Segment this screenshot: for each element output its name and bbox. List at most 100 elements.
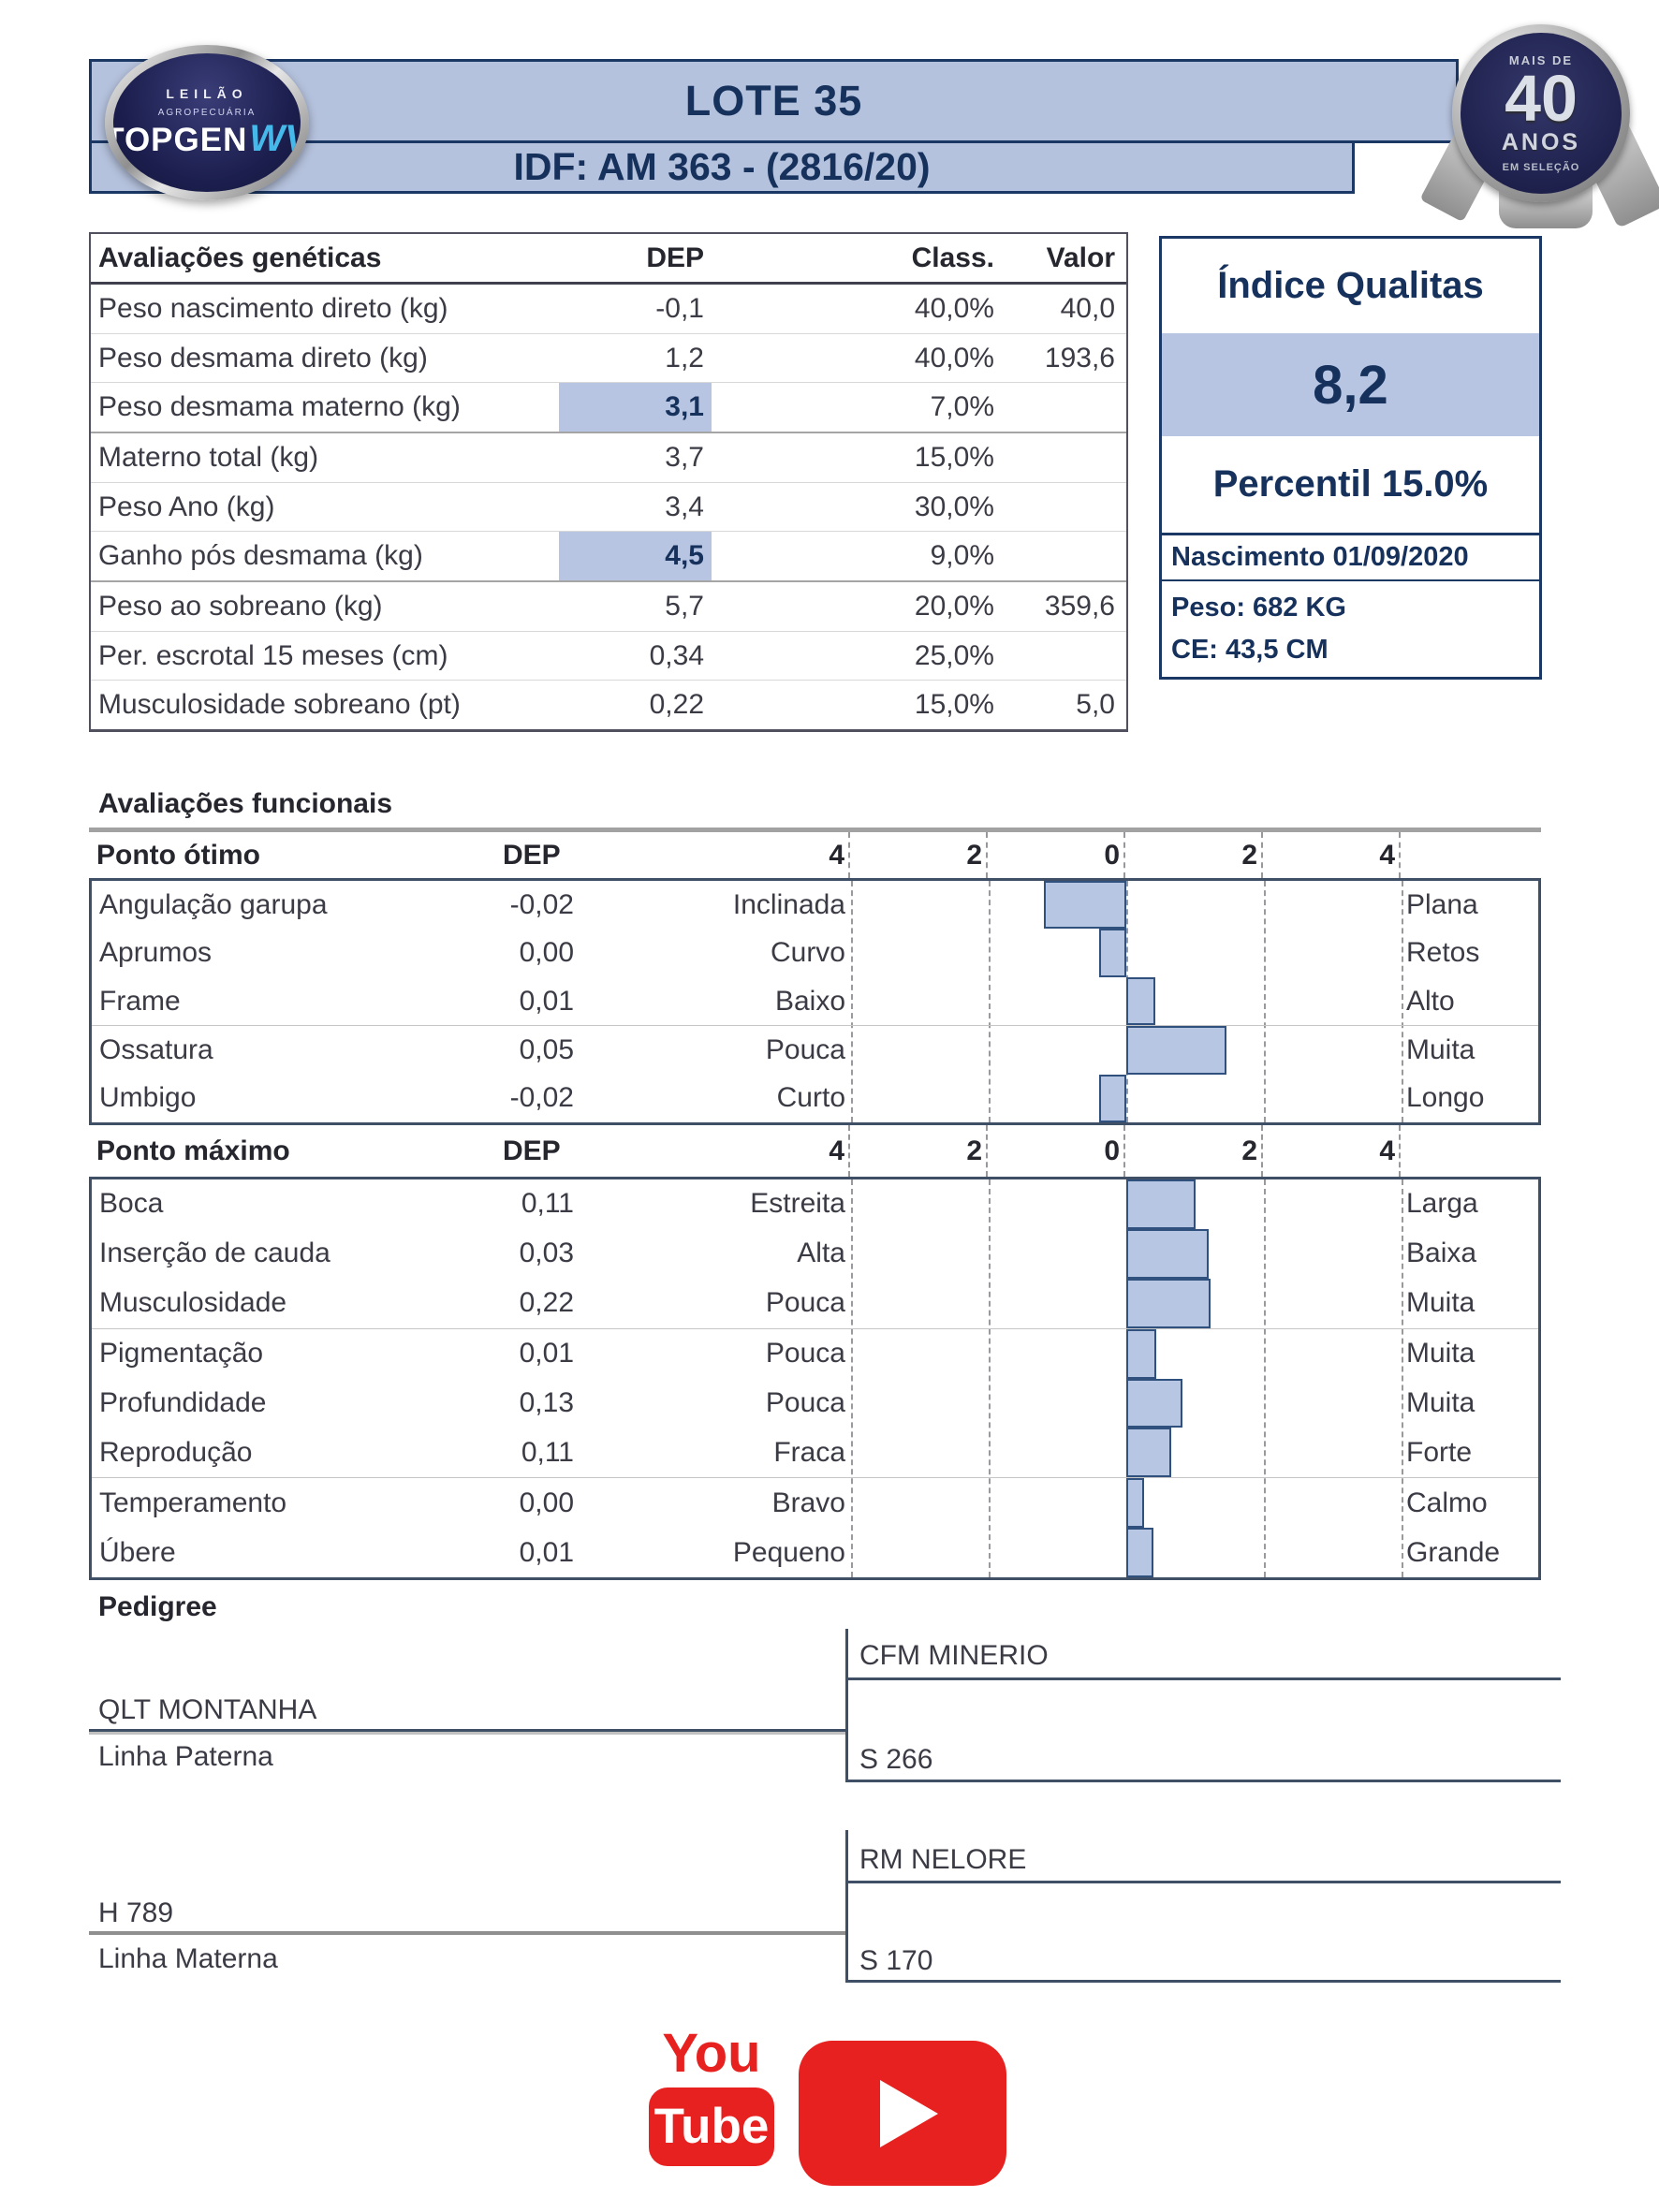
trait-dep-value: 0,05 — [519, 1033, 574, 1065]
pedigree-line — [847, 1980, 1561, 1983]
genetics-col-class: Class. — [911, 242, 994, 273]
trait-dep-value: -0,02 — [509, 888, 574, 920]
badge-arc-top: MAIS DE — [1508, 52, 1574, 67]
trait-label: Reprodução — [99, 1436, 253, 1468]
genetics-col-valor: Valor — [1046, 242, 1115, 273]
chart-bar — [1126, 1478, 1145, 1529]
genetics-dep-cell: -0,1 — [655, 292, 704, 324]
table-row: Musculosidade sobreano (pt) 0,22 15,0% 5… — [91, 680, 1126, 729]
chart-row: Boca 0,11 Estreita Larga — [92, 1179, 1538, 1229]
pedigree-maternal-parent: H 789 — [98, 1897, 174, 1928]
trait-high-label: Grande — [1406, 1536, 1501, 1568]
table-row: Peso ao sobreano (kg) 5,7 20,0% 359,6 — [91, 580, 1126, 631]
birth-date: Nascimento 01/09/2020 — [1162, 533, 1539, 579]
youtube-tube-text: Tube — [653, 2099, 770, 2155]
genetics-dep-cell: 3,7 — [665, 441, 704, 473]
logo-face: LEILÃO AGROPECUÁRIA TOPGEN WV — [113, 53, 301, 192]
trait-high-label: Plana — [1406, 888, 1478, 920]
axis-tick-label: 0 — [1104, 839, 1120, 871]
chart-bar — [1126, 976, 1155, 1026]
ponto-maximo-header-row: Ponto máximo DEP 4 2 0 2 4 — [89, 1125, 1541, 1177]
axis-tick-label: 4 — [829, 839, 844, 871]
chart-row: Inserção de cauda 0,03 Alta Baixa — [92, 1228, 1538, 1279]
badge-number: 40 — [1505, 61, 1578, 135]
ponto-otimo-header-row: Ponto ótimo DEP 4 2 0 2 4 — [89, 832, 1541, 878]
genetics-dep-cell: 3,4 — [665, 491, 704, 522]
pedigree-line — [89, 1931, 847, 1935]
genetics-valor-cell — [1004, 632, 1123, 681]
trait-dep-value: -0,02 — [509, 1082, 574, 1114]
genetics-class-cell: 9,0% — [930, 540, 994, 572]
pedigree-dam-maternal: S 170 — [859, 1945, 933, 1976]
trait-high-label: Calmo — [1406, 1487, 1488, 1518]
trait-high-label: Larga — [1406, 1188, 1478, 1220]
genetics-header-row: Avaliações genéticas DEP Class. Valor — [91, 234, 1126, 285]
chart-row: Temperamento 0,00 Bravo Calmo — [92, 1477, 1538, 1529]
pedigree-dam-paternal: S 266 — [859, 1744, 933, 1775]
badge-face: MAIS DE 40 ANOS EM SELEÇÃO — [1461, 33, 1622, 194]
trait-dep-value: 0,00 — [519, 937, 574, 969]
genetics-class-cell: 40,0% — [914, 292, 994, 324]
axis-tick-label: 2 — [1241, 1135, 1257, 1166]
trait-dep-value: 0,00 — [519, 1487, 574, 1518]
genetics-row-label: Peso nascimento direto (kg) — [98, 292, 448, 324]
table-row: Per. escrotal 15 meses (cm) 0,34 25,0% — [91, 630, 1126, 681]
index-percentile: Percentil 15.0% — [1212, 463, 1489, 505]
play-icon — [880, 2079, 938, 2147]
axis-tick-label: 2 — [966, 839, 982, 871]
chart-row: Ossatura 0,05 Pouca Muita — [92, 1025, 1538, 1075]
chart-row: Úbere 0,01 Pequeno Grande — [92, 1528, 1538, 1577]
trait-low-label: Pouca — [765, 1033, 845, 1065]
idf-band: IDF: AM 363 - (2816/20) — [89, 140, 1355, 194]
pedigree-sire-paternal: CFM MINERIO — [859, 1640, 1049, 1671]
trait-low-label: Bravo — [771, 1487, 845, 1518]
trait-dep-value: 0,13 — [519, 1386, 574, 1418]
trait-label: Umbigo — [99, 1082, 197, 1114]
genetics-valor-cell — [1004, 532, 1123, 580]
trait-low-label: Baixo — [774, 985, 845, 1017]
trait-label: Úbere — [99, 1536, 176, 1568]
genetics-row-label: Musculosidade sobreano (pt) — [98, 689, 461, 721]
logo-brand-name: TOPGEN — [113, 121, 248, 158]
genetics-valor-cell: 193,6 — [1044, 342, 1115, 374]
trait-label: Frame — [99, 985, 181, 1017]
pedigree-connector — [845, 1830, 848, 1983]
genetics-dep-cell: 0,22 — [649, 689, 704, 721]
trait-label: Temperamento — [99, 1487, 287, 1518]
axis-tick-label: 4 — [1379, 1135, 1395, 1166]
table-row: Peso desmama direto (kg) 1,2 40,0% 193,6 — [91, 332, 1126, 383]
chart-row: Angulação garupa -0,02 Inclinada Plana — [92, 881, 1538, 930]
trait-high-label: Muita — [1406, 1338, 1475, 1370]
genetics-title: Avaliações genéticas — [98, 242, 382, 273]
youtube-play-button[interactable] — [799, 2041, 1006, 2186]
genetics-row-label: Materno total (kg) — [98, 441, 319, 473]
idf-text: IDF: AM 363 - (2816/20) — [513, 145, 931, 188]
genetics-valor-cell: 40,0 — [1060, 292, 1115, 324]
youtube-tube-box: Tube — [649, 2087, 774, 2166]
table-row: Peso nascimento direto (kg) -0,1 40,0% 4… — [91, 285, 1126, 333]
trait-dep-value: 0,01 — [519, 1536, 574, 1568]
chart-row: Profundidade 0,13 Pouca Muita — [92, 1378, 1538, 1428]
trait-high-label: Muita — [1406, 1033, 1475, 1065]
table-row: Materno total (kg) 3,7 15,0% — [91, 432, 1126, 482]
genetics-row-label: Per. escrotal 15 meses (cm) — [98, 639, 448, 671]
trait-high-label: Longo — [1406, 1082, 1485, 1114]
trait-low-label: Pequeno — [732, 1536, 845, 1568]
trait-dep-value: 0,22 — [519, 1287, 574, 1319]
badge-ring: MAIS DE 40 ANOS EM SELEÇÃO — [1452, 24, 1630, 202]
axis-tick-label: 2 — [1241, 839, 1257, 871]
chart-bar — [1126, 1328, 1156, 1379]
genetics-class-cell: 20,0% — [914, 590, 994, 622]
trait-dep-value: 0,01 — [519, 1338, 574, 1370]
ponto-maximo-rows: Boca 0,11 Estreita Larga Inserção de cau… — [92, 1179, 1538, 1577]
youtube-logo[interactable]: You Tube — [649, 2025, 774, 2166]
index-title: Índice Qualitas — [1217, 265, 1484, 306]
ponto-maximo-table: Boca 0,11 Estreita Larga Inserção de cau… — [89, 1177, 1541, 1580]
trait-dep-value: 0,03 — [519, 1238, 574, 1269]
chart-row: Reprodução 0,11 Fraca Forte — [92, 1428, 1538, 1478]
trait-label: Profundidade — [99, 1386, 267, 1418]
chart-bar — [1098, 929, 1126, 977]
chart-row: Musculosidade 0,22 Pouca Muita — [92, 1278, 1538, 1328]
trait-low-label: Pouca — [765, 1338, 845, 1370]
